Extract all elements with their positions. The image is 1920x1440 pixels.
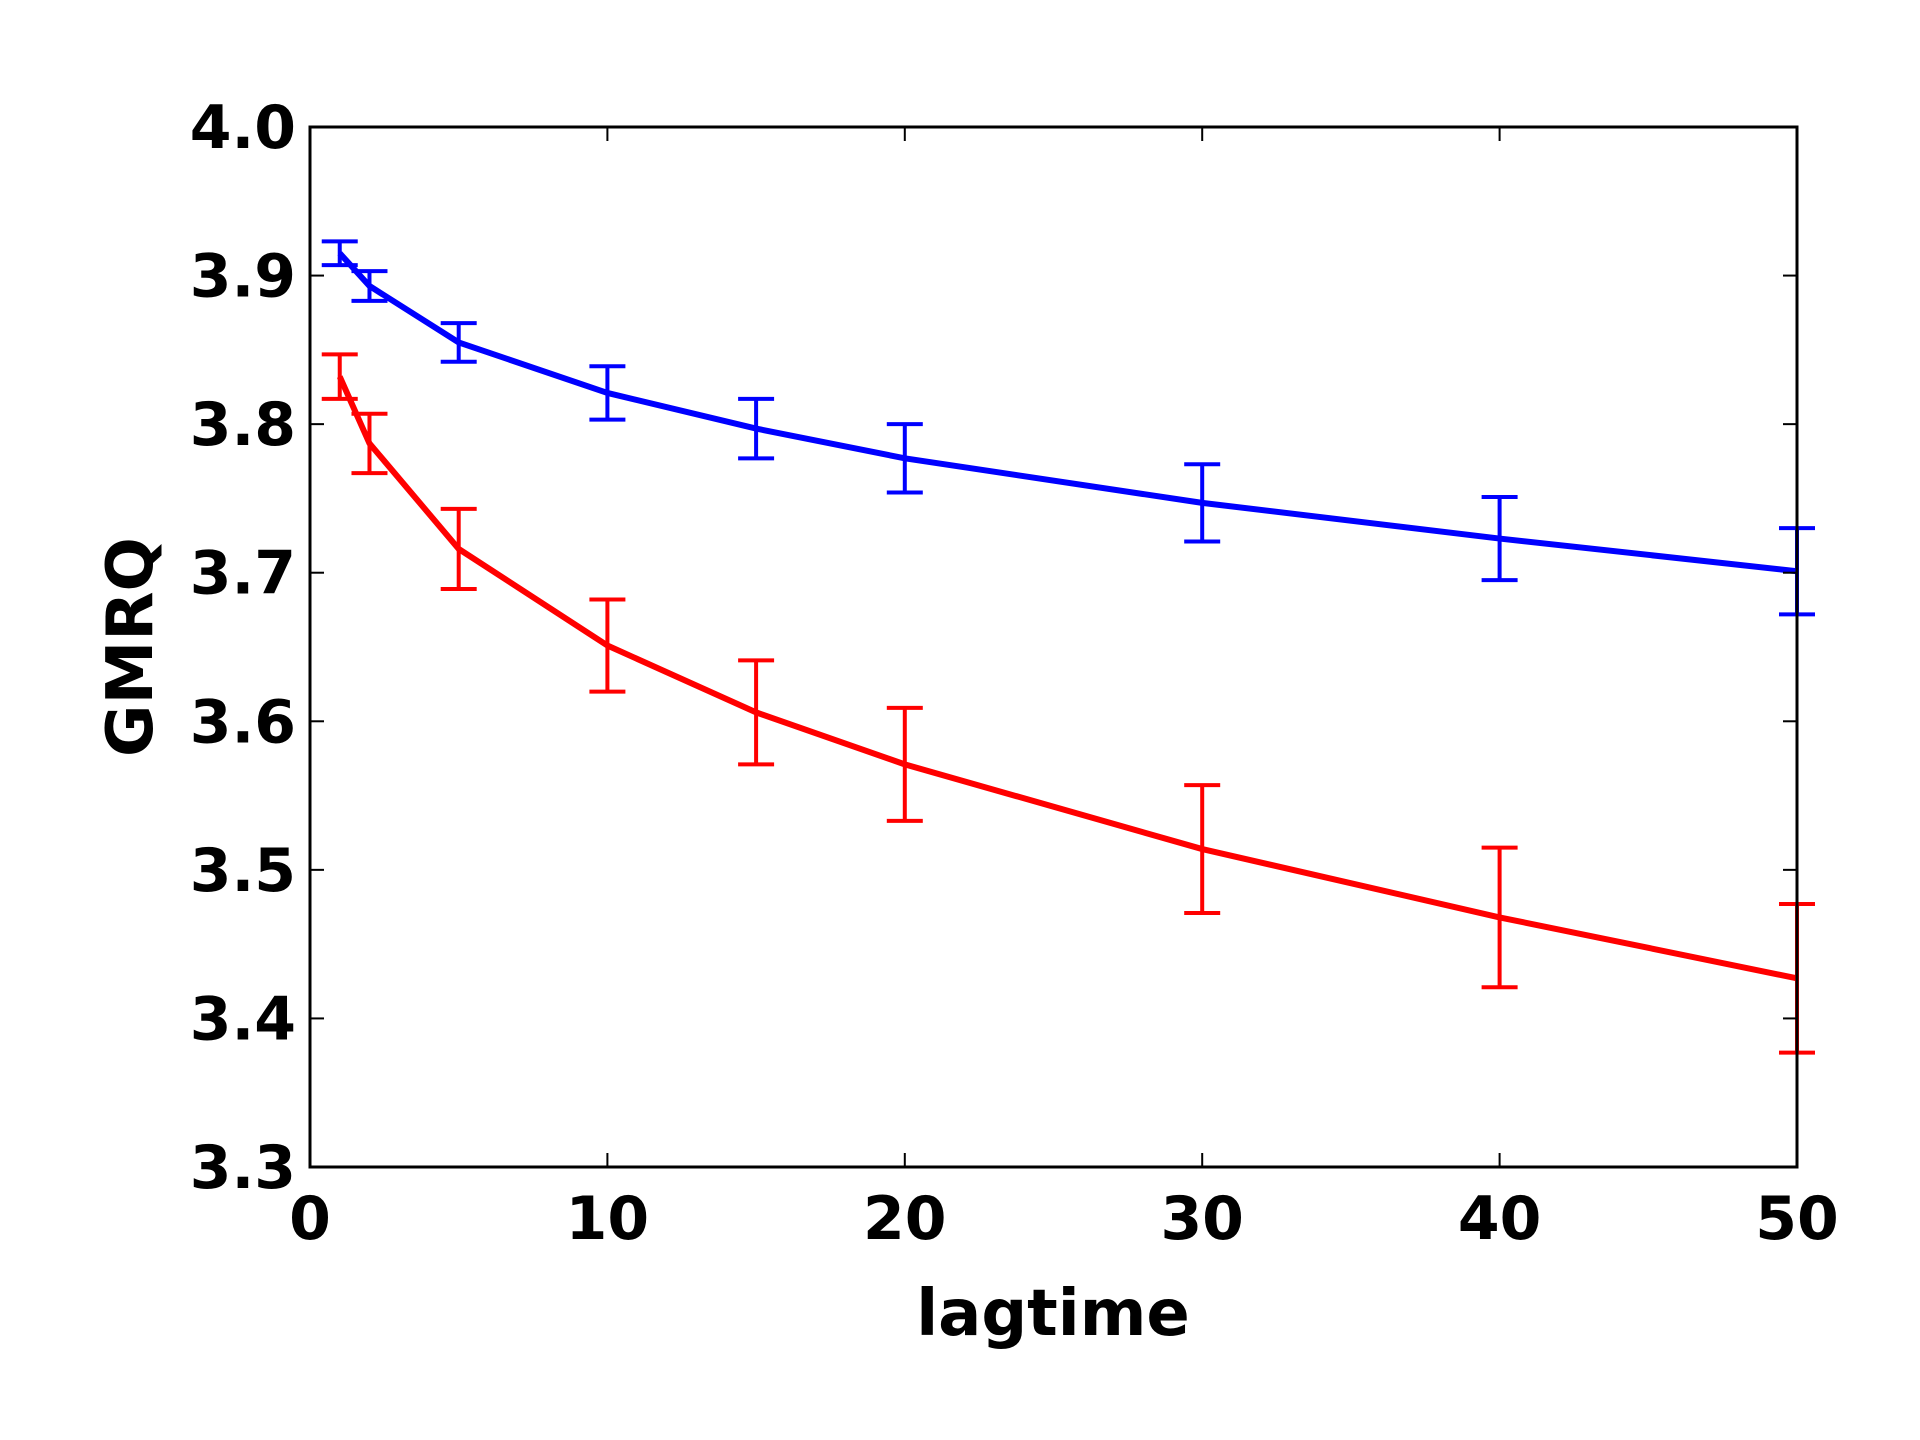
x-tick-label: 30: [1160, 1184, 1244, 1254]
y-tick-label: 3.6: [190, 687, 296, 757]
error-bar: [440, 506, 477, 592]
error-bar: [1481, 494, 1518, 583]
y-tick-label: 3.3: [190, 1133, 296, 1203]
x-axis-label: lagtime: [916, 1277, 1190, 1351]
x-tick-label: 0: [289, 1184, 331, 1254]
error-bar: [886, 705, 923, 823]
error-bar: [321, 352, 358, 401]
y-tick-label: 3.4: [190, 984, 296, 1054]
y-tick-label: 3.7: [190, 539, 296, 609]
error-bar: [1481, 845, 1518, 990]
x-tick-label: 40: [1458, 1184, 1542, 1254]
plot-frame: [308, 125, 1799, 1169]
error-bar: [351, 411, 388, 476]
y-tick-label: 3.5: [190, 836, 296, 906]
x-tick-label: 50: [1755, 1184, 1839, 1254]
error-bar: [440, 321, 477, 364]
error-bar: [738, 396, 775, 461]
error-bar: [589, 597, 626, 694]
error-bar: [321, 239, 358, 268]
error-bar: [1184, 462, 1221, 544]
error-bar: [351, 269, 388, 303]
x-tick-label: 20: [863, 1184, 947, 1254]
error-bar: [738, 658, 775, 767]
y-tick-label: 3.9: [190, 242, 296, 312]
x-tick-label: 10: [566, 1184, 650, 1254]
error-bar: [1184, 783, 1221, 915]
tick-layer: 0 10 20 30 40 50 3.3 3.4 3.5 3.6 3.7 3.8 3.9 4.0: [190, 93, 1839, 1254]
y-axis-label: GMRQ: [94, 537, 168, 757]
y-tick-label: 4.0: [190, 93, 296, 163]
error-bar: [886, 422, 923, 495]
error-bar: [589, 364, 626, 422]
y-tick-label: 3.8: [190, 390, 296, 460]
series-layer: [321, 239, 1815, 1055]
